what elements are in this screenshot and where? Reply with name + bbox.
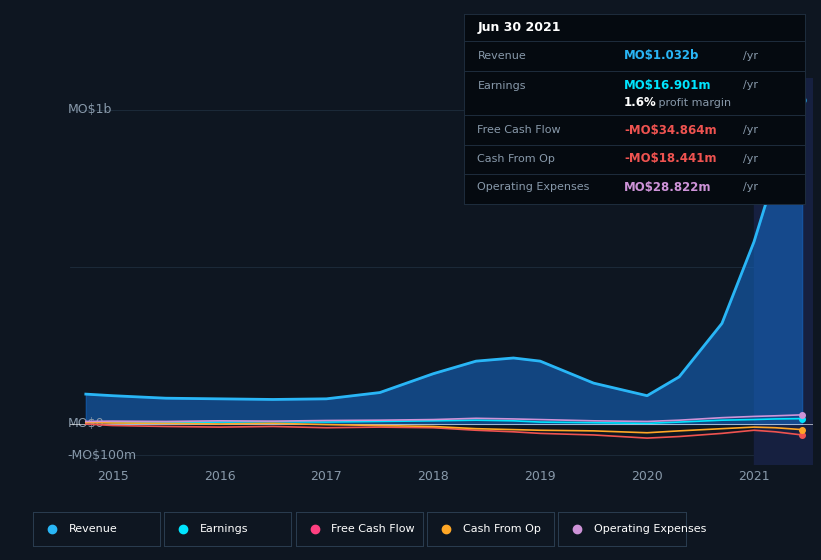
Text: 1.6%: 1.6% [624, 96, 657, 109]
Text: /yr: /yr [743, 125, 759, 135]
Text: 2015: 2015 [97, 470, 128, 483]
Text: 2020: 2020 [631, 470, 663, 483]
Text: Free Cash Flow: Free Cash Flow [478, 125, 561, 135]
Text: MO$1.032b: MO$1.032b [624, 49, 699, 62]
Text: Cash From Op: Cash From Op [478, 153, 555, 164]
Text: MO$28.822m: MO$28.822m [624, 181, 712, 194]
Text: -MO$18.441m: -MO$18.441m [624, 152, 717, 165]
Text: /yr: /yr [743, 182, 759, 192]
Text: 2017: 2017 [310, 470, 342, 483]
Text: Revenue: Revenue [478, 51, 526, 61]
Text: Revenue: Revenue [68, 524, 117, 534]
Text: 2019: 2019 [525, 470, 556, 483]
Text: Operating Expenses: Operating Expenses [594, 524, 706, 534]
Text: Free Cash Flow: Free Cash Flow [331, 524, 415, 534]
Text: MO$1b: MO$1b [67, 103, 112, 116]
Text: /yr: /yr [743, 153, 759, 164]
Text: MO$0: MO$0 [67, 417, 104, 431]
Text: Earnings: Earnings [200, 524, 248, 534]
Text: MO$16.901m: MO$16.901m [624, 79, 712, 92]
Text: 2016: 2016 [204, 470, 236, 483]
Text: -MO$34.864m: -MO$34.864m [624, 124, 717, 137]
Text: Earnings: Earnings [478, 81, 526, 91]
Text: Jun 30 2021: Jun 30 2021 [478, 21, 561, 34]
Text: Cash From Op: Cash From Op [462, 524, 540, 534]
Text: 2021: 2021 [738, 470, 770, 483]
Text: /yr: /yr [743, 81, 759, 90]
Text: 2018: 2018 [417, 470, 449, 483]
Bar [754, 78, 813, 465]
Text: /yr: /yr [743, 51, 759, 61]
Text: -MO$100m: -MO$100m [67, 449, 137, 462]
Text: Operating Expenses: Operating Expenses [478, 182, 589, 192]
Text: profit margin: profit margin [654, 97, 731, 108]
